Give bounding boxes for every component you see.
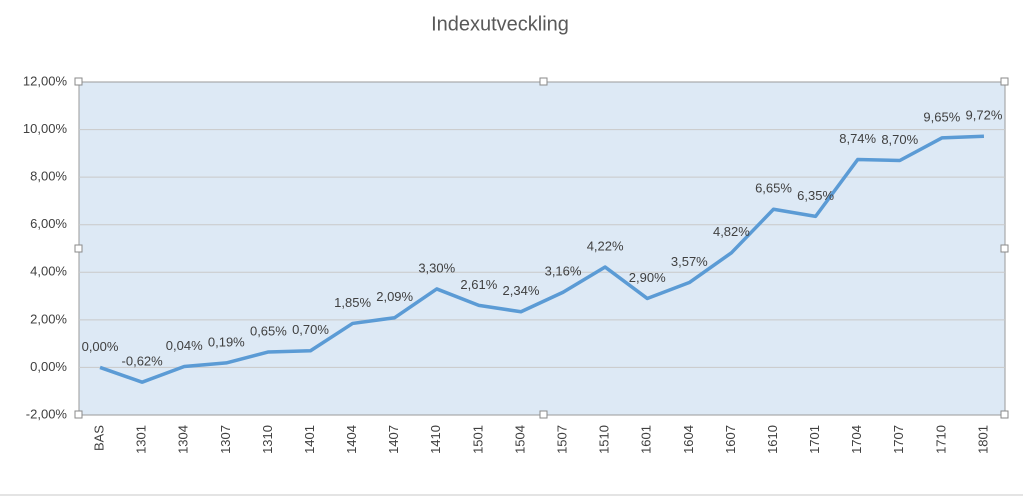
data-label: 2,90% (629, 270, 666, 285)
x-tick-label: 1501 (470, 425, 485, 454)
x-tick-label: 1704 (849, 425, 864, 454)
x-tick-label: 1701 (807, 425, 822, 454)
data-label: 0,19% (208, 334, 245, 349)
data-label: 0,00% (82, 339, 119, 354)
y-tick-label: 2,00% (30, 311, 67, 326)
resize-handle[interactable] (74, 410, 83, 419)
resize-handle[interactable] (539, 77, 548, 86)
data-label: 9,72% (966, 108, 1003, 123)
data-label: 2,61% (460, 277, 497, 292)
data-label: 4,22% (587, 238, 624, 253)
y-tick-label: 0,00% (30, 359, 67, 374)
x-tick-label: 1710 (933, 425, 948, 454)
data-label: 9,65% (923, 109, 960, 124)
x-tick-label: 1601 (639, 425, 654, 454)
x-tick-label: 1504 (512, 425, 527, 454)
x-tick-label: 1404 (344, 425, 359, 454)
resize-handle[interactable] (1000, 244, 1009, 253)
x-tick-label: 1304 (176, 425, 191, 454)
resize-handle[interactable] (1000, 410, 1009, 419)
data-label: -0,62% (122, 354, 164, 369)
data-label: 3,30% (418, 260, 455, 275)
x-tick-label: 1507 (554, 425, 569, 454)
data-label: 3,57% (671, 254, 708, 269)
data-label: 2,34% (503, 283, 540, 298)
x-tick-label: 1310 (260, 425, 275, 454)
x-tick-label: BAS (91, 425, 106, 451)
data-label: 0,70% (292, 322, 329, 337)
y-tick-label: 4,00% (30, 264, 67, 279)
y-tick-label: 8,00% (30, 169, 67, 184)
resize-handle[interactable] (1000, 77, 1009, 86)
data-label: 1,85% (334, 295, 371, 310)
x-tick-label: 1407 (386, 425, 401, 454)
data-line (99, 134, 985, 384)
x-tick-label: 1604 (681, 425, 696, 454)
data-label: 6,65% (755, 181, 792, 196)
y-tick-label: -2,00% (26, 406, 68, 421)
y-tick-label: 6,00% (30, 216, 67, 231)
resize-handle[interactable] (74, 77, 83, 86)
data-label: 6,35% (797, 188, 834, 203)
chart-title: Indexutveckling (431, 13, 569, 35)
data-label: 8,70% (881, 132, 918, 147)
x-tick-label: 1801 (975, 425, 990, 454)
resize-handle[interactable] (539, 410, 548, 419)
x-tick-label: 1610 (765, 425, 780, 454)
x-tick-label: 1510 (597, 425, 612, 454)
data-label: 2,09% (376, 289, 413, 304)
data-label: 3,16% (545, 264, 582, 279)
x-tick-label: 1307 (218, 425, 233, 454)
data-label: 0,04% (166, 338, 203, 353)
data-label: 0,65% (250, 323, 287, 338)
data-label: 8,74% (839, 131, 876, 146)
resize-handle[interactable] (74, 244, 83, 253)
x-tick-label: 1301 (134, 425, 149, 454)
x-tick-label: 1401 (302, 425, 317, 454)
data-label: 4,82% (713, 224, 750, 239)
y-tick-label: 12,00% (23, 73, 68, 88)
x-tick-label: 1607 (723, 425, 738, 454)
y-tick-label: 10,00% (23, 121, 68, 136)
x-tick-label: 1410 (428, 425, 443, 454)
x-tick-label: 1707 (891, 425, 906, 454)
